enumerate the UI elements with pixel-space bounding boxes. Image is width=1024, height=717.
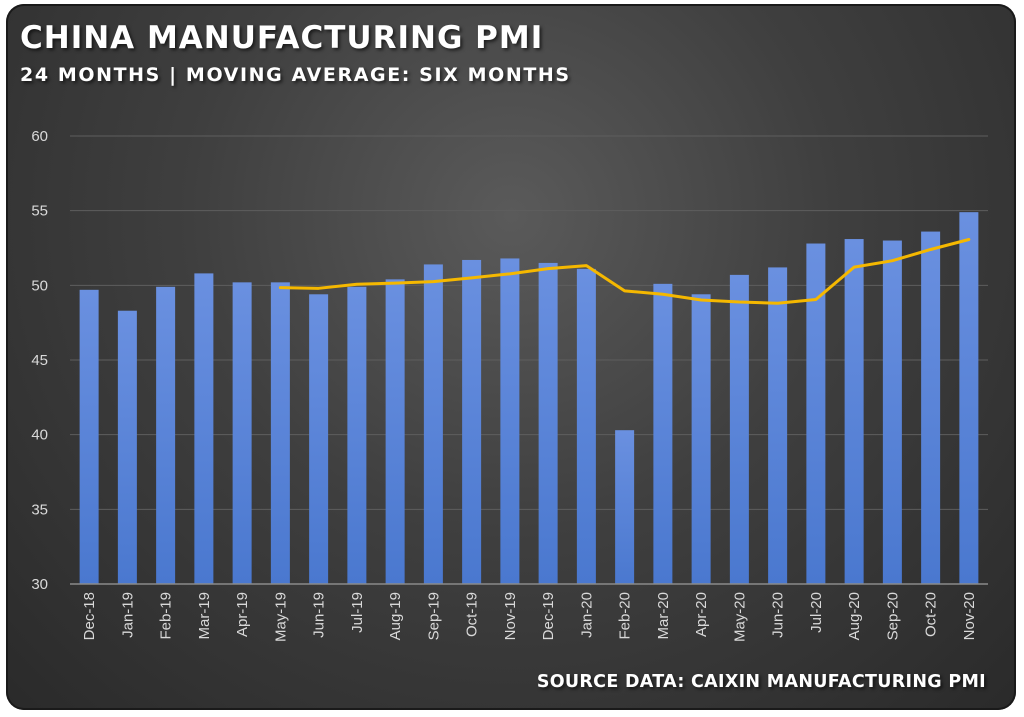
y-tick-label: 50	[31, 277, 48, 294]
bar-dec-19	[538, 262, 558, 584]
x-tick-label: Jul-20	[808, 592, 825, 633]
gridlines	[70, 135, 988, 510]
bar-sep-19	[423, 264, 443, 584]
x-tick-label: Aug-19	[387, 592, 404, 640]
bar-apr-20	[691, 294, 711, 584]
y-tick-label: 35	[31, 501, 48, 518]
bar-mar-20	[653, 283, 673, 584]
x-tick-label: May-19	[272, 592, 289, 642]
y-tick-label: 30	[31, 576, 48, 593]
bar-feb-20	[615, 430, 635, 584]
x-tick-label: Apr-20	[693, 592, 710, 637]
bar-jan-20	[576, 268, 596, 584]
x-tick-label: Jun-19	[311, 592, 328, 638]
chart-subtitle: 24 MONTHS | MOVING AVERAGE: SIX MONTHS	[20, 64, 571, 86]
x-tick-label: Nov-20	[961, 592, 978, 640]
chart-title: CHINA MANUFACTURING PMI	[20, 20, 544, 56]
x-tick-label: Sep-20	[884, 592, 901, 640]
bar-oct-20	[921, 231, 941, 584]
x-tick-label: Mar-19	[196, 592, 213, 640]
y-tick-label: 60	[31, 128, 48, 145]
bar-jul-19	[347, 286, 367, 584]
x-tick-label: Oct-19	[464, 592, 481, 637]
x-axis-ticks: Dec-18 Jan-19 Feb-19 Mar-19 Apr-19 May-19 Jun-…	[81, 592, 978, 642]
bar-dec-18	[79, 289, 99, 584]
bar-oct-19	[462, 259, 482, 584]
bar-aug-19	[385, 279, 405, 584]
y-tick-label: 55	[31, 203, 48, 220]
bar-jun-19	[309, 294, 329, 584]
x-tick-label: Jun-20	[770, 592, 787, 638]
bar-may-19	[270, 282, 290, 584]
bar-aug-20	[844, 239, 864, 585]
bar-nov-19	[500, 258, 520, 584]
x-tick-label: Feb-19	[158, 592, 175, 640]
bar-series	[79, 212, 979, 585]
x-tick-label: Aug-20	[846, 592, 863, 640]
y-tick-label: 40	[31, 427, 48, 444]
bar-sep-20	[882, 240, 902, 585]
moving-average-line	[278, 237, 971, 305]
x-tick-label: Apr-19	[234, 592, 251, 637]
bar-jan-19	[117, 310, 137, 584]
x-tick-label: Jul-19	[349, 592, 366, 633]
moving-average-series	[278, 237, 971, 305]
x-tick-label: Feb-20	[617, 592, 634, 640]
x-tick-label: Dec-19	[540, 592, 557, 640]
bar-feb-19	[156, 286, 176, 584]
bar-may-20	[729, 274, 749, 584]
y-axis-ticks: 30 35 40 45 50 55 60	[31, 128, 48, 593]
source-note: SOURCE DATA: CAIXIN MANUFACTURING PMI	[536, 672, 986, 692]
bar-nov-20	[959, 212, 979, 584]
x-tick-label: Jan-19	[119, 592, 136, 638]
bar-apr-19	[232, 282, 252, 584]
x-tick-label: Mar-20	[655, 592, 672, 640]
bar-jun-20	[768, 267, 788, 584]
y-tick-label: 45	[31, 352, 48, 369]
x-tick-label: Jan-20	[578, 592, 595, 638]
x-tick-label: Nov-19	[502, 592, 519, 640]
x-tick-label: Dec-18	[81, 592, 98, 640]
x-tick-label: Oct-20	[923, 592, 940, 637]
bar-jul-20	[806, 243, 826, 584]
x-tick-label: Sep-19	[425, 592, 442, 640]
x-tick-label: May-20	[731, 592, 748, 642]
bar-mar-19	[194, 273, 214, 584]
